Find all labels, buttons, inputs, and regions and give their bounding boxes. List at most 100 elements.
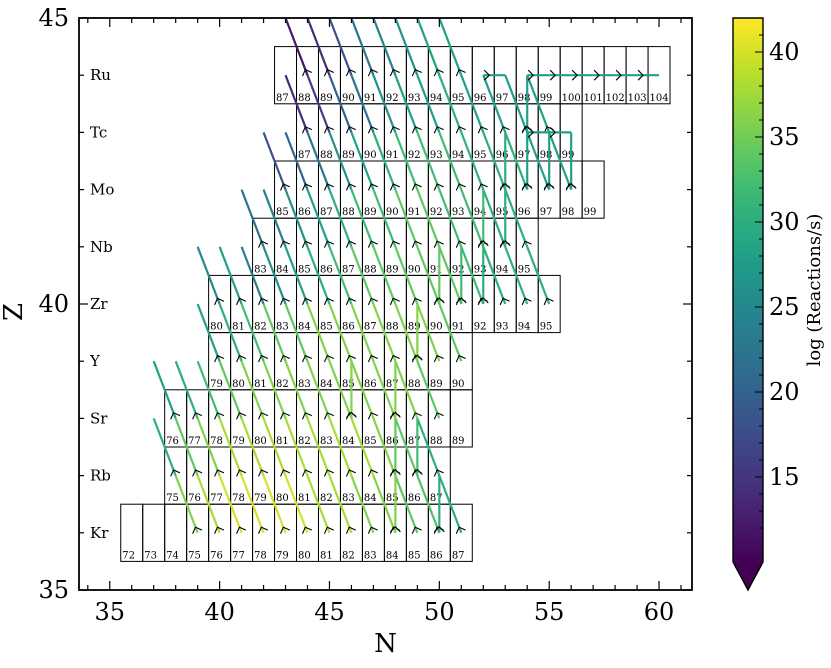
mass-number-label: 92 [474,322,487,333]
mass-number-label: 85 [342,379,355,390]
mass-number-label: 87 [452,550,465,561]
x-tick-label: 45 [314,598,345,626]
mass-number-label: 91 [408,207,421,218]
flow-arrowhead [301,183,313,191]
flow-line [482,132,507,190]
flow-arrowhead [214,354,225,363]
flow-arrowhead [323,526,335,534]
flow-arrowhead [301,412,313,420]
mass-number-label: 88 [342,207,355,218]
mass-number-label: 89 [364,207,377,218]
flow-arrowhead [455,126,466,134]
flow-line [438,74,463,133]
mass-number-label: 76 [210,550,223,561]
mass-number-label: 87 [320,207,333,218]
colorbar: 15 20 25 30 35 40 log (Reactions/s) [732,17,825,592]
element-label-sr: Sr [90,409,108,427]
flow-line [218,475,243,534]
mass-number-label: 85 [276,207,289,218]
flow-line [350,246,375,305]
flow-line [284,17,309,76]
mass-number-label: 73 [144,550,157,561]
mass-number-label: 97 [540,207,553,218]
flow-arrowhead [323,354,335,363]
flow-arrowhead [345,126,356,134]
x-tick-label: 60 [644,598,675,626]
flow-line [196,360,221,419]
flow-arrowhead [521,182,533,189]
flow-line [372,303,397,362]
flow-arrowhead [236,526,247,534]
flow-line [350,303,375,362]
flow-arrowhead [345,183,356,191]
flow-line [372,475,397,534]
colorbar-tick-label: 35 [769,123,800,151]
flow-arrowhead [411,240,422,248]
flow-arrowhead [549,127,556,138]
flow-line [394,17,419,76]
element-label-mo: Mo [90,181,114,199]
mass-number-label: 85 [298,264,311,275]
flow-line [504,132,529,190]
mass-number-label: 79 [232,436,245,447]
flow-line [174,360,199,419]
flow-line [284,189,309,248]
flow-line [504,246,529,305]
flow-arrowhead [455,240,466,248]
mass-number-label: 75 [188,550,201,561]
mass-number-label: 99 [540,93,553,104]
flow-arrowhead [345,68,356,77]
flow-line [416,475,441,534]
flow-arrowhead [301,354,313,363]
mass-number-label: 93 [496,322,509,333]
mass-number-label: 89 [408,322,421,333]
flow-line [350,418,375,476]
mass-number-label: 72 [122,550,135,561]
flow-arrowhead [411,354,423,361]
mass-number-label: 90 [386,207,399,218]
flow-arrowhead [433,297,445,304]
flow-arrowhead [258,469,269,477]
plot-axes: 35 40 45 50 55 60 35 40 45 N Z [0,4,693,659]
flow-arrowhead [433,526,445,533]
mass-number-label: 98 [518,93,531,104]
mass-number-label: 84 [364,493,377,504]
flow-arrowhead [345,469,356,477]
flow-arrowhead [389,126,400,134]
colorbar-tick-label: 40 [769,38,800,66]
flow-arrowhead [433,68,444,77]
mass-number-label: 88 [408,379,421,390]
flow-line [438,246,463,305]
flow-arrowhead [477,183,488,191]
mass-number-label: 91 [386,150,399,161]
mass-number-label: 97 [518,150,531,161]
flow-line [504,74,529,133]
element-label-zr: Zr [90,295,108,313]
mass-number-label: 94 [474,207,487,218]
flow-line [262,418,287,476]
flow-arrowhead [521,240,532,248]
flow-line [394,360,419,419]
flow-line [526,132,551,190]
mass-number-label: 84 [276,264,289,275]
mass-number-label: 88 [430,436,443,447]
flow-arrowhead [389,183,400,191]
mass-number-label: 84 [298,322,311,333]
flow-line [372,132,397,190]
mass-number-label: 102 [606,93,625,104]
flow-arrowhead [477,126,488,134]
flow-line [548,132,573,190]
mass-number-label: 89 [386,264,399,275]
x-axis-title: N [374,629,397,659]
y-tick-label: 35 [38,576,69,604]
flow-arrowhead [258,412,269,420]
flow-arrowhead [323,68,335,77]
mass-number-label: 82 [342,550,355,561]
mass-number-label: 88 [298,93,311,104]
y-axis-title: Z [0,303,29,321]
mass-number-label: 77 [188,436,201,447]
mass-number-label: 83 [364,550,377,561]
y-tick-label: 40 [38,290,69,318]
flow-arrowhead [214,412,225,420]
